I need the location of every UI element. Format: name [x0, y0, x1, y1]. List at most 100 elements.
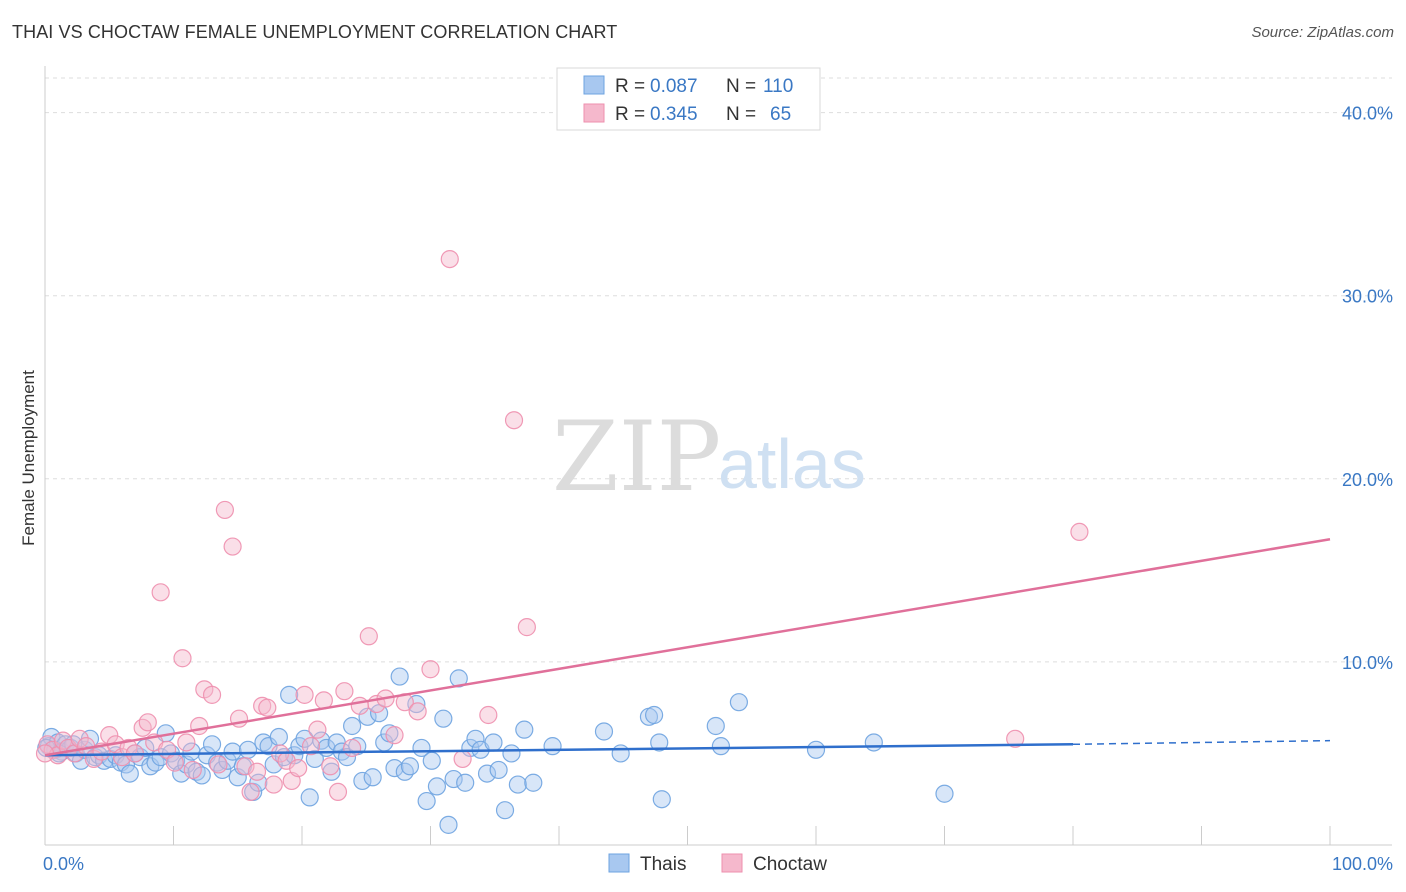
x-tick-label-start: 0.0%	[43, 854, 84, 874]
trend-lines	[44, 537, 1331, 757]
choctaw-point	[385, 726, 404, 745]
thais-point	[543, 737, 562, 756]
thais-legend-label: Thais	[640, 854, 686, 875]
thais-point	[524, 773, 543, 792]
stats-legend: R = 0.087 N = 110 R = 0.345 N = 65	[556, 67, 821, 131]
choctaw-point	[295, 685, 314, 704]
thais-point	[935, 784, 954, 803]
thais-point	[444, 769, 463, 789]
thais-point	[652, 790, 671, 809]
thais-legend-swatch	[608, 853, 630, 873]
legend-r-label-choctaw: R =	[615, 104, 650, 125]
choctaw-point	[236, 757, 255, 776]
thais-point	[644, 705, 664, 725]
thais-point	[395, 762, 414, 781]
y-axis-title: Female Unemployment	[19, 370, 38, 546]
choctaw-point	[343, 738, 362, 758]
thais-trend-line	[44, 743, 1074, 757]
thais-point	[427, 777, 447, 796]
choctaw-point	[247, 762, 267, 781]
x-tick-label-end: 100.0%	[1332, 854, 1393, 874]
thais-point	[269, 727, 288, 747]
chart-title: THAI VS CHOCTAW FEMALE UNEMPLOYMENT CORR…	[12, 22, 618, 42]
choctaw-point	[350, 696, 369, 715]
legend-n-value-thais: 110	[763, 76, 793, 97]
choctaw-point	[359, 627, 378, 646]
thais-point	[706, 716, 725, 736]
legend-n-value-choctaw: 65	[770, 104, 791, 125]
thais-point	[508, 775, 527, 794]
thais-point	[343, 716, 362, 736]
legend-r-value-thais: 0.087	[650, 76, 698, 97]
choctaw-point	[209, 755, 228, 774]
thais-point	[502, 744, 521, 763]
thais-point	[385, 758, 404, 778]
choctaw-point	[301, 737, 321, 756]
choctaw-point	[479, 705, 498, 725]
choctaw-point	[289, 758, 308, 778]
choctaw-point	[202, 685, 222, 704]
axes	[44, 66, 1392, 846]
thais-point	[400, 757, 420, 776]
grid-lines	[45, 77, 1392, 663]
thais-point	[353, 771, 372, 791]
thais-point	[390, 667, 409, 686]
choctaw-point	[421, 660, 440, 679]
choctaw-point	[453, 749, 472, 769]
thais-point	[650, 733, 669, 752]
choctaw-point	[165, 753, 184, 772]
legend-n-label-thais: N =	[726, 76, 761, 97]
thais-point	[422, 751, 441, 770]
y-tick-labels: 10.0% 20.0% 30.0% 40.0%	[1342, 104, 1393, 673]
source-label: Source: ZipAtlas.com	[1251, 24, 1394, 41]
choctaw-point	[440, 249, 459, 269]
thais-point	[864, 733, 883, 752]
choctaw-point	[241, 782, 260, 802]
thais-point	[363, 768, 382, 787]
choctaw-point	[183, 760, 202, 780]
choctaw-point	[504, 411, 524, 430]
thais-point	[439, 815, 458, 834]
thais-point	[300, 788, 319, 807]
choctaw-legend-swatch	[721, 853, 743, 873]
thais-point	[120, 764, 139, 783]
thais-point	[434, 709, 453, 728]
choctaw-point	[408, 702, 427, 721]
thais-point	[192, 766, 211, 785]
choctaw-point	[335, 682, 354, 701]
choctaw-swatch	[583, 103, 605, 123]
thais-point	[594, 722, 614, 741]
thais-point	[407, 694, 426, 714]
choctaw-point	[151, 583, 170, 602]
choctaw-point	[264, 775, 283, 794]
legend-r-label-thais: R =	[615, 76, 650, 97]
thais-point	[238, 740, 258, 759]
thais-point	[477, 764, 497, 783]
thais-swatch	[583, 75, 605, 95]
choctaw-point	[173, 649, 192, 668]
thais-point	[611, 744, 630, 763]
watermark: ZIP atlas	[552, 401, 866, 513]
thais-trend-line-extension	[1072, 739, 1331, 746]
choctaw-point	[70, 729, 89, 748]
y-tick-label: 10.0%	[1342, 653, 1393, 673]
choctaw-point	[308, 720, 327, 739]
y-tick-label: 30.0%	[1342, 287, 1393, 307]
thais-point	[172, 764, 191, 783]
choctaw-point	[177, 733, 196, 752]
choctaw-point	[517, 618, 536, 637]
choctaw-point	[215, 500, 234, 520]
choctaw-point	[321, 757, 340, 776]
choctaw-point	[190, 716, 209, 736]
thais-point	[456, 773, 475, 792]
watermark-atlas: atlas	[718, 425, 866, 503]
choctaw-point	[258, 698, 277, 717]
y-tick-label: 40.0%	[1342, 104, 1393, 124]
thais-point	[223, 742, 242, 761]
choctaw-trend-line	[44, 537, 1331, 757]
choctaw-point	[133, 718, 152, 737]
choctaw-point	[328, 782, 348, 802]
x-tick-labels: 0.0% 100.0%	[43, 854, 1393, 874]
legend-r-value-choctaw: 0.345	[650, 104, 698, 125]
